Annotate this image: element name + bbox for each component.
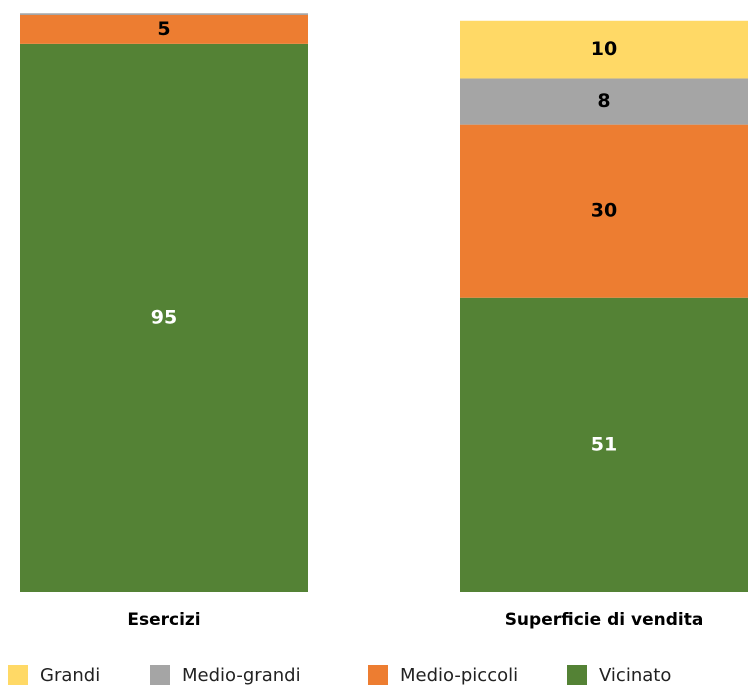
bar-segment <box>20 15 308 44</box>
x-tick-label: Esercizi <box>127 610 200 630</box>
value-label: 30 <box>591 200 617 222</box>
legend-swatch <box>567 665 587 685</box>
bar-segment <box>20 43 308 593</box>
value-label: 95 <box>151 306 177 328</box>
bar-segment <box>20 13 308 15</box>
bar-segment <box>460 124 748 298</box>
legend-label: Grandi <box>40 665 100 686</box>
legend-swatch <box>150 665 170 685</box>
x-tick-label: Superficie di vendita <box>505 610 704 630</box>
legend-label: Medio-piccoli <box>400 665 518 686</box>
value-label: 8 <box>597 90 610 112</box>
value-label: 10 <box>591 38 617 60</box>
legend-swatch <box>368 665 388 685</box>
legend-swatch <box>8 665 28 685</box>
bar-segment <box>460 78 748 125</box>
value-label: 5 <box>157 18 170 40</box>
legend-label: Medio-grandi <box>182 665 301 686</box>
legend-label: Vicinato <box>599 665 671 686</box>
bar-segment <box>460 20 748 79</box>
value-label: 51 <box>591 433 617 455</box>
bar-segment <box>460 297 748 592</box>
